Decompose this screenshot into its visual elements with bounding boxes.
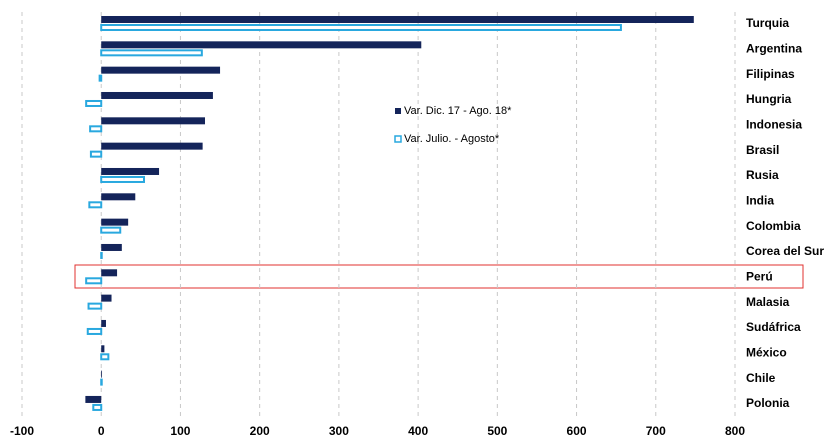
bar (85, 99, 103, 107)
bar (101, 218, 129, 226)
bar (101, 370, 103, 378)
legend-swatch (395, 108, 401, 114)
x-tick-label: 600 (567, 424, 587, 438)
bar (100, 49, 203, 57)
bar (101, 269, 118, 277)
category-label: Argentina (746, 42, 802, 56)
bar (100, 175, 146, 183)
bar (85, 395, 102, 403)
category-label: Perú (746, 269, 773, 283)
x-tick-label: 500 (487, 424, 507, 438)
x-tick-label: 0 (98, 424, 105, 438)
category-label: Colombia (746, 219, 801, 233)
bar (101, 66, 221, 74)
category-label: Malasia (746, 295, 790, 309)
bar (88, 201, 103, 209)
x-tick-label: 700 (646, 424, 666, 438)
bar (101, 345, 105, 353)
bar (101, 167, 160, 175)
category-label: Rusia (746, 168, 779, 182)
bar (100, 378, 103, 386)
highlight-box (74, 264, 804, 289)
category-label: India (746, 193, 774, 207)
bar (86, 327, 103, 335)
legend-swatch (394, 135, 402, 143)
category-label: Polonia (746, 396, 790, 410)
x-tick-label: 100 (170, 424, 190, 438)
bar (101, 117, 206, 125)
x-tick-label: 400 (408, 424, 428, 438)
bar (87, 302, 103, 310)
category-label: Filipinas (746, 67, 795, 81)
category-label: Corea del Sur (746, 244, 824, 258)
category-label: Chile (746, 371, 776, 385)
category-label: México (746, 345, 787, 359)
legend-label: Var. Dic. 17 - Ago. 18* (404, 105, 512, 117)
category-label: Brasil (746, 143, 779, 157)
bar (100, 353, 110, 361)
bar (100, 251, 103, 259)
bar (98, 74, 103, 82)
category-label: Turquia (746, 16, 789, 30)
bar (89, 125, 103, 133)
bar (89, 150, 103, 158)
bar (101, 41, 422, 49)
bar (101, 294, 112, 302)
bar (101, 16, 694, 23)
x-tick-label: -100 (10, 424, 34, 438)
legend-label: Var. Julio. - Agosto* (404, 133, 500, 145)
category-label: Indonesia (746, 117, 802, 131)
category-label: Sudáfrica (746, 320, 801, 334)
bar (85, 277, 103, 285)
x-tick-label: 800 (725, 424, 745, 438)
bar (101, 91, 213, 99)
bar (100, 24, 622, 31)
x-tick-label: 200 (250, 424, 270, 438)
bar (101, 243, 122, 251)
category-label: Hungria (746, 92, 792, 106)
bar (101, 319, 106, 327)
x-tick-label: 300 (329, 424, 349, 438)
bar (101, 142, 203, 150)
bar (92, 403, 103, 411)
bar (100, 226, 122, 234)
bar (101, 193, 136, 201)
